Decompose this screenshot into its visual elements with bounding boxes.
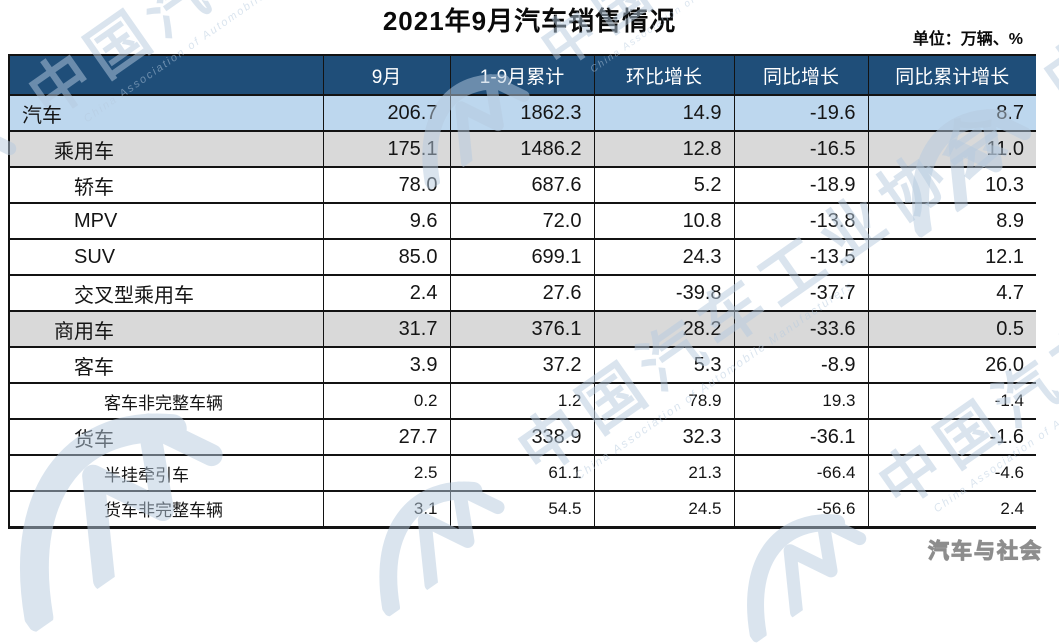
- value-cell: 10.3: [867, 166, 1036, 204]
- value-cell: 9.6: [322, 202, 451, 240]
- row-label-cell: 货车: [8, 418, 324, 456]
- value-cell: 72.0: [449, 202, 595, 240]
- value-cell: 0.2: [322, 382, 451, 420]
- value-cell: 21.3: [593, 454, 735, 492]
- value-cell: 8.7: [867, 94, 1036, 132]
- unit-label: 单位：万辆、%: [912, 31, 1023, 48]
- value-cell: -16.5: [733, 130, 869, 168]
- row-label-cell: SUV: [8, 238, 324, 276]
- value-cell: -13.5: [733, 238, 869, 276]
- value-cell: -18.9: [733, 166, 869, 204]
- table-header-row: 9月 1-9月累计 环比增长 同比增长 同比累计增长: [8, 54, 1036, 96]
- value-cell: 0.5: [867, 310, 1036, 348]
- value-cell: 4.7: [867, 274, 1036, 312]
- value-cell: -37.7: [733, 274, 869, 312]
- value-cell: -36.1: [733, 418, 869, 456]
- table-row: 轿车 78.0 687.6 5.2 -18.9 10.3: [8, 166, 1036, 204]
- table-row: 商用车 31.7 376.1 28.2 -33.6 0.5: [8, 310, 1036, 348]
- value-cell: -8.9: [733, 346, 869, 384]
- value-cell: -1.6: [867, 418, 1036, 456]
- value-cell: -39.8: [593, 274, 735, 312]
- value-cell: 699.1: [449, 238, 595, 276]
- value-cell: 14.9: [593, 94, 735, 132]
- value-cell: -33.6: [733, 310, 869, 348]
- table-row: 乘用车 175.1 1486.2 12.8 -16.5 11.0: [8, 130, 1036, 168]
- row-label-cell: 客车: [8, 346, 324, 384]
- column-header: 9月: [322, 54, 451, 96]
- row-label-cell: 客车非完整车辆: [8, 382, 324, 420]
- value-cell: 2.4: [322, 274, 451, 312]
- value-cell: 61.1: [449, 454, 595, 492]
- column-header: 同比增长: [733, 54, 869, 96]
- value-cell: 376.1: [449, 310, 595, 348]
- row-label-cell: 交叉型乘用车: [8, 274, 324, 312]
- table-row: 交叉型乘用车 2.4 27.6 -39.8 -37.7 4.7: [8, 274, 1036, 312]
- value-cell: 24.5: [593, 490, 735, 528]
- value-cell: -13.8: [733, 202, 869, 240]
- value-cell: 687.6: [449, 166, 595, 204]
- value-cell: 5.2: [593, 166, 735, 204]
- value-cell: 37.2: [449, 346, 595, 384]
- row-label-cell: 货车非完整车辆: [8, 490, 324, 528]
- table-row: 货车 27.7 338.9 32.3 -36.1 -1.6: [8, 418, 1036, 456]
- page-title: 2021年9月汽车销售情况: [382, 6, 677, 36]
- table-row: MPV 9.6 72.0 10.8 -13.8 8.9: [8, 202, 1036, 240]
- value-cell: -66.4: [733, 454, 869, 492]
- value-cell: 5.3: [593, 346, 735, 384]
- row-label-cell: 轿车: [8, 166, 324, 204]
- value-cell: 175.1: [322, 130, 451, 168]
- table-row: 客车 3.9 37.2 5.3 -8.9 26.0: [8, 346, 1036, 384]
- value-cell: 78.9: [593, 382, 735, 420]
- row-label-cell: 商用车: [8, 310, 324, 348]
- row-label-cell: MPV: [8, 202, 324, 240]
- row-label-cell: 半挂牵引车: [8, 454, 324, 492]
- value-cell: 28.2: [593, 310, 735, 348]
- value-cell: 206.7: [322, 94, 451, 132]
- column-header: 同比累计增长: [867, 54, 1036, 96]
- table-row: SUV 85.0 699.1 24.3 -13.5 12.1: [8, 238, 1036, 276]
- column-header: 环比增长: [593, 54, 735, 96]
- value-cell: 24.3: [593, 238, 735, 276]
- value-cell: 78.0: [322, 166, 451, 204]
- table-row: 汽车 206.7 1862.3 14.9 -19.6 8.7: [8, 94, 1036, 132]
- value-cell: 12.8: [593, 130, 735, 168]
- row-label-cell: 乘用车: [8, 130, 324, 168]
- value-cell: 31.7: [322, 310, 451, 348]
- value-cell: 1486.2: [449, 130, 595, 168]
- value-cell: 2.4: [867, 490, 1036, 528]
- value-cell: 19.3: [733, 382, 869, 420]
- signature-watermark: 汽车与社会: [928, 540, 1043, 564]
- sales-table: 9月 1-9月累计 环比增长 同比增长 同比累计增长 汽车 206.7 1862.3 14.9…: [8, 54, 1036, 529]
- value-cell: 26.0: [867, 346, 1036, 384]
- table-row: 货车非完整车辆 3.1 54.5 24.5 -56.6 2.4: [8, 490, 1036, 528]
- value-cell: -1.4: [867, 382, 1036, 420]
- value-cell: 54.5: [449, 490, 595, 528]
- value-cell: 32.3: [593, 418, 735, 456]
- value-cell: -56.6: [733, 490, 869, 528]
- row-label-cell: 汽车: [8, 94, 324, 132]
- value-cell: 10.8: [593, 202, 735, 240]
- value-cell: -4.6: [867, 454, 1036, 492]
- column-header: 1-9月累计: [449, 54, 595, 96]
- value-cell: 27.6: [449, 274, 595, 312]
- value-cell: 2.5: [322, 454, 451, 492]
- value-cell: 3.1: [322, 490, 451, 528]
- value-cell: 8.9: [867, 202, 1036, 240]
- value-cell: -19.6: [733, 94, 869, 132]
- table-row: 客车非完整车辆 0.2 1.2 78.9 19.3 -1.4: [8, 382, 1036, 420]
- value-cell: 27.7: [322, 418, 451, 456]
- value-cell: 1.2: [449, 382, 595, 420]
- column-header-blank: [8, 54, 324, 96]
- value-cell: 85.0: [322, 238, 451, 276]
- value-cell: 1862.3: [449, 94, 595, 132]
- value-cell: 338.9: [449, 418, 595, 456]
- value-cell: 3.9: [322, 346, 451, 384]
- value-cell: 12.1: [867, 238, 1036, 276]
- table-row: 半挂牵引车 2.5 61.1 21.3 -66.4 -4.6: [8, 454, 1036, 492]
- value-cell: 11.0: [867, 130, 1036, 168]
